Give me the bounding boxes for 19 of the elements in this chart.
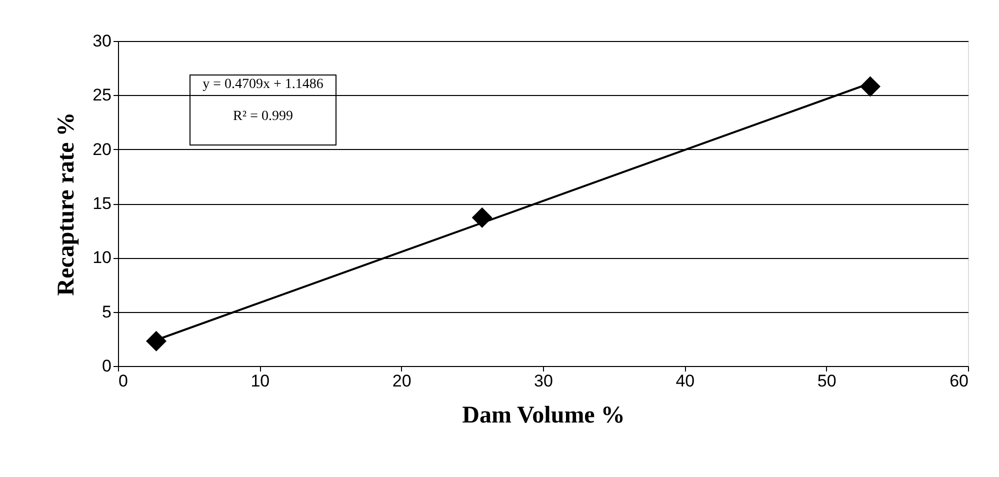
- x-tick-label: 20: [392, 372, 412, 390]
- x-axis-title: Dam Volume %: [462, 402, 625, 428]
- y-tick-label: 0: [102, 356, 112, 376]
- x-tick-label: 10: [250, 372, 270, 390]
- x-tick-label: 40: [676, 372, 695, 390]
- y-axis-title: Recapture rate %: [54, 112, 80, 296]
- x-tick-label: 30: [534, 372, 553, 390]
- y-tick-label: 25: [92, 86, 112, 105]
- y-tick-label: 20: [92, 140, 112, 159]
- point: [146, 330, 166, 352]
- y-tick-label: 5: [102, 302, 112, 322]
- annotation: R² = 0.999: [233, 109, 293, 124]
- y-tick-label: 10: [92, 248, 112, 268]
- x-tick-label: 60: [950, 372, 968, 390]
- y-tick-label: 15: [92, 194, 112, 213]
- x-tick-label: 0: [118, 372, 128, 390]
- annotation: y = 0.4709x + 1.1486: [202, 77, 324, 92]
- y-tick-label: 30: [92, 32, 112, 50]
- x-tick-label: 50: [817, 372, 836, 390]
